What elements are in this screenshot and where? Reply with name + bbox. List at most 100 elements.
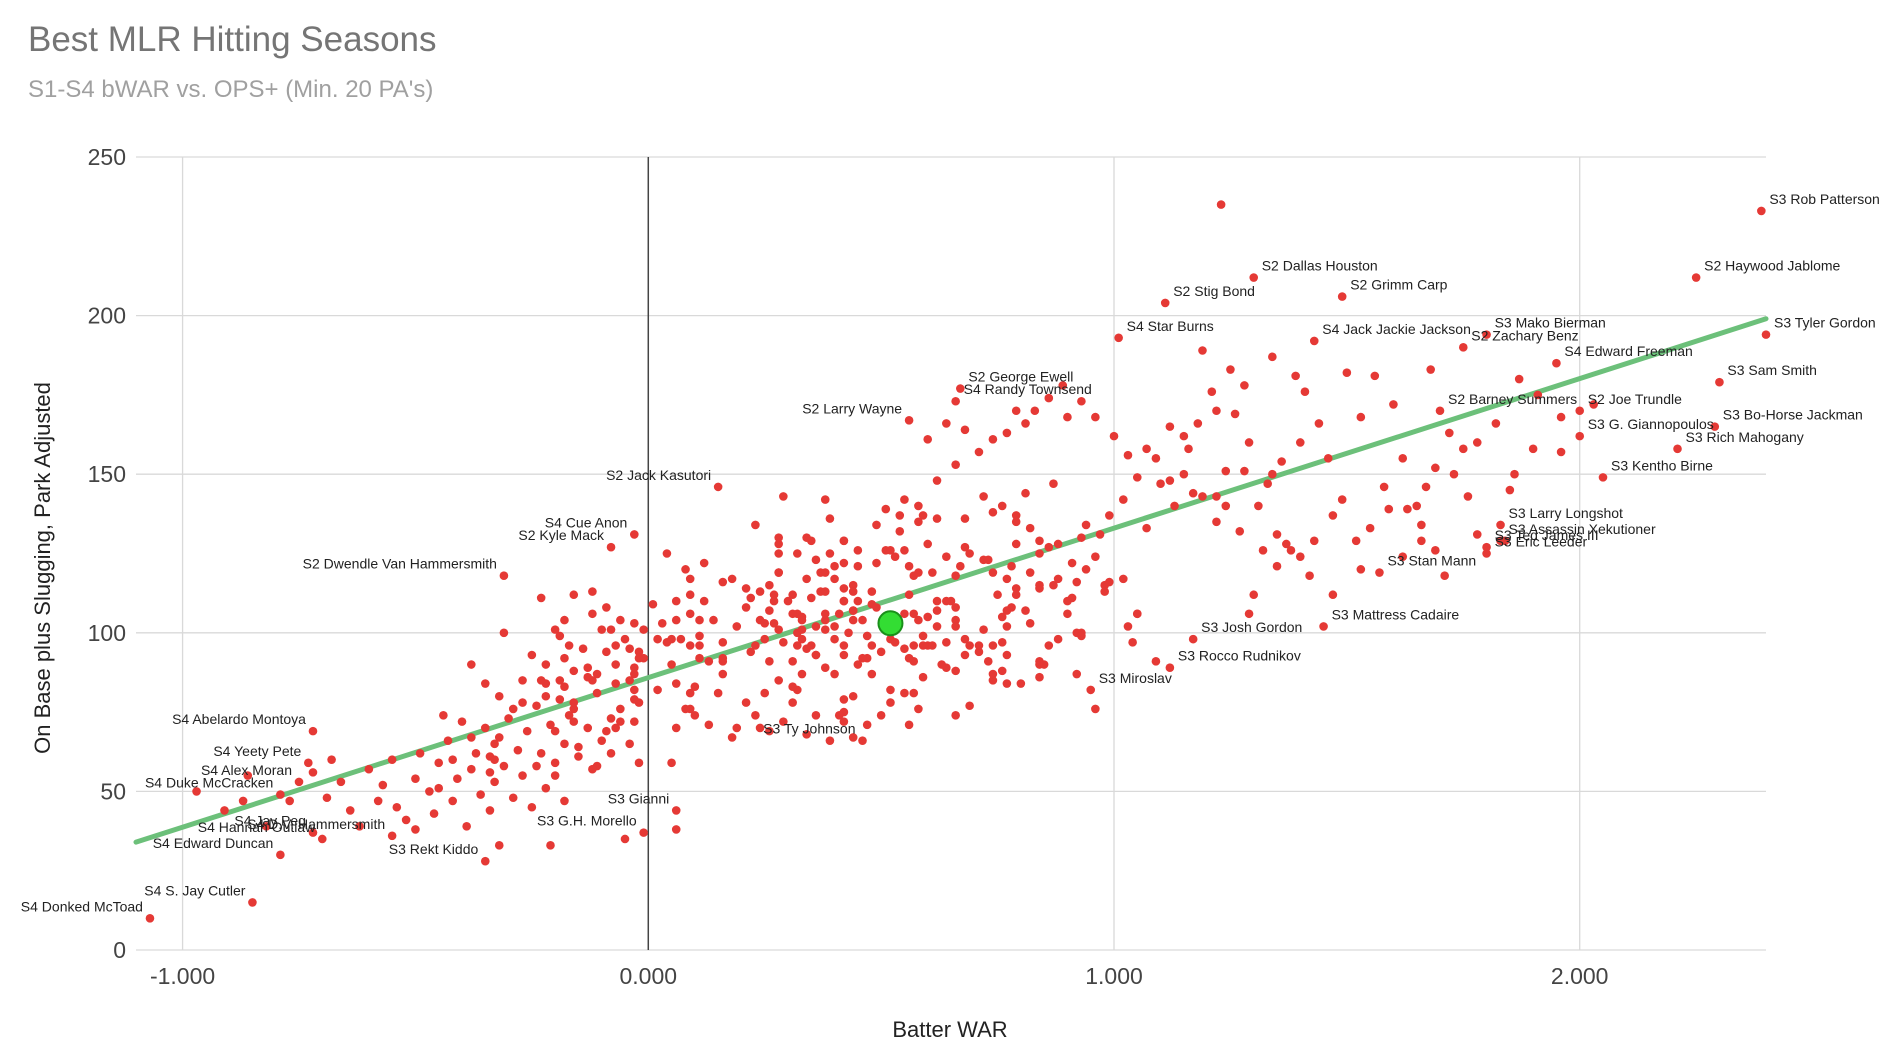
data-point (630, 695, 639, 704)
data-point (532, 701, 541, 711)
data-point (820, 625, 830, 634)
data-point (1295, 552, 1305, 561)
data-point (1472, 530, 1482, 539)
data-point (1128, 638, 1137, 647)
point-label: S4 Edward Freeman (1564, 343, 1692, 359)
data-point (1044, 641, 1054, 650)
data-point (1463, 492, 1473, 501)
data-point (1556, 412, 1566, 422)
point-label: S3 G.H. Morello (537, 813, 637, 829)
data-point (811, 622, 821, 631)
data-point (769, 590, 779, 600)
point-label: S4 Donked McToad (21, 898, 143, 914)
data-point (1151, 657, 1161, 666)
data-point (490, 739, 499, 749)
data-point (415, 749, 425, 758)
data-point (569, 666, 579, 676)
data-point (783, 596, 793, 606)
data-point (1193, 419, 1203, 428)
data-point (886, 685, 895, 695)
data-point (1575, 406, 1585, 416)
data-point (513, 745, 523, 755)
y-tick-labels: 0 50 100 150 200 250 (88, 144, 126, 963)
data-point (881, 504, 891, 514)
data-point (685, 590, 695, 600)
data-point (671, 825, 681, 834)
data-point (974, 447, 984, 457)
data-point (285, 796, 294, 806)
data-point (862, 720, 872, 730)
data-point (1053, 539, 1063, 549)
data-point (1044, 393, 1054, 403)
data-point (1011, 517, 1021, 527)
y-tick-label: 250 (88, 144, 126, 170)
data-point (1337, 292, 1347, 301)
data-point (1002, 679, 1012, 688)
data-point (909, 571, 919, 581)
data-point (550, 758, 560, 768)
data-point (532, 761, 541, 771)
data-point (630, 685, 639, 695)
data-point (769, 596, 779, 606)
data-point (317, 834, 327, 844)
data-point (983, 555, 993, 565)
data-point (308, 726, 318, 736)
data-point (802, 574, 811, 584)
data-point (634, 758, 644, 768)
data-point (830, 561, 839, 571)
data-point (1673, 444, 1682, 454)
data-point (1151, 454, 1161, 463)
data-point (1431, 546, 1440, 555)
data-point (392, 802, 402, 812)
data-point (811, 555, 821, 565)
point-label: S2 Jack Kasutori (606, 467, 711, 483)
data-point (1286, 546, 1296, 555)
data-point (806, 593, 816, 603)
data-point (1268, 469, 1277, 479)
data-point (220, 806, 229, 815)
data-point (839, 717, 849, 726)
data-point (918, 511, 928, 520)
data-point (918, 631, 928, 641)
data-point (1249, 590, 1259, 600)
data-point (1472, 438, 1482, 447)
data-point (951, 460, 960, 469)
point-label: S2 George Ewell (968, 369, 1073, 385)
data-point (378, 780, 388, 790)
data-point (550, 625, 560, 634)
point-label: S2 Barney Summers (1448, 391, 1577, 407)
data-point (928, 568, 937, 577)
data-point (858, 736, 867, 745)
data-point (662, 549, 672, 558)
data-point (1179, 469, 1189, 479)
data-point (965, 549, 974, 558)
data-point (541, 660, 551, 669)
data-point (755, 723, 765, 733)
data-point (671, 723, 681, 733)
point-label: S4 Jack Jackie Jackson (1322, 321, 1471, 337)
data-point (895, 526, 905, 536)
data-point (1691, 273, 1701, 282)
data-point (909, 641, 919, 650)
data-point (862, 631, 872, 641)
data-point (671, 806, 681, 815)
data-point (779, 717, 788, 726)
data-point (788, 657, 797, 666)
data-point (853, 561, 863, 571)
data-point (546, 841, 555, 850)
data-point (448, 755, 457, 764)
data-point (1067, 558, 1077, 568)
point-label: S3 Eric Leeder (1495, 534, 1588, 550)
data-point (653, 634, 662, 644)
data-point (997, 666, 1007, 676)
data-point (667, 758, 676, 768)
data-point (839, 596, 849, 606)
data-point (527, 650, 537, 660)
data-point (932, 476, 942, 485)
data-point (238, 796, 248, 806)
data-point (480, 856, 490, 866)
data-point (704, 657, 714, 666)
data-point (560, 739, 569, 749)
x-axis-title: Batter WAR (892, 1017, 1007, 1042)
data-point (932, 622, 942, 631)
